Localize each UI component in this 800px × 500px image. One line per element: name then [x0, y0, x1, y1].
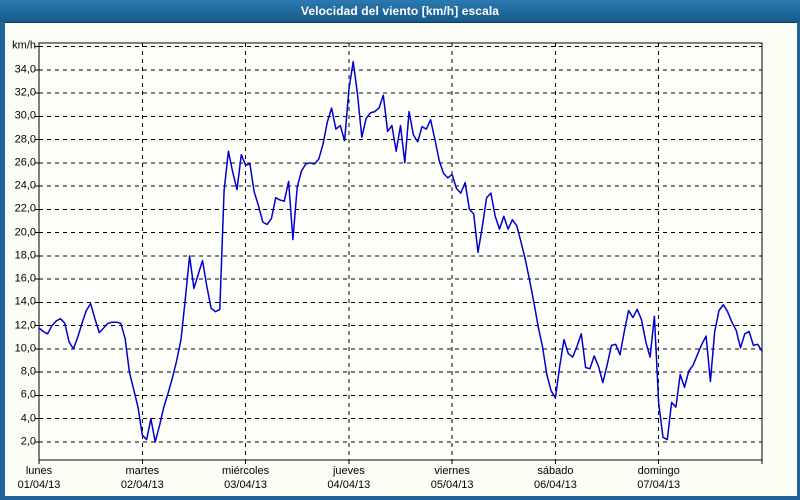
y-axis-tick-label: 14,0 — [14, 295, 36, 308]
x-axis-day-label: jueves — [332, 465, 365, 477]
x-axis-day-label: miércoles — [222, 465, 270, 477]
y-axis-tick-label: 6,0 — [20, 388, 36, 401]
y-axis-tick-label: 26,0 — [14, 156, 36, 169]
wind-speed-series-line — [38, 60, 763, 443]
y-axis-tick-label: 24,0 — [14, 179, 36, 192]
y-axis-tick-label: 2,0 — [20, 435, 36, 448]
y-axis-tick-label: 28,0 — [14, 133, 36, 146]
y-axis-tick-label: 10,0 — [14, 342, 36, 355]
x-axis-day-label: martes — [125, 465, 160, 477]
y-axis-tick-label: 34,0 — [14, 63, 36, 76]
y-axis-tick-label: 22,0 — [14, 202, 36, 215]
x-axis-day-label: domingo — [637, 465, 680, 477]
x-axis-date-label: 04/04/13 — [327, 479, 371, 491]
y-axis-tick-label: 4,0 — [20, 412, 36, 425]
y-axis-tick-label: 30,0 — [14, 109, 36, 122]
x-axis-date-label: 02/04/13 — [120, 479, 164, 491]
x-axis-date-label: 05/04/13 — [430, 479, 474, 491]
x-axis-day-label: lunes — [25, 465, 53, 477]
y-axis-tick-label: 18,0 — [14, 249, 36, 262]
frame-border-right — [797, 22, 800, 500]
x-axis-day-label: viernes — [434, 465, 470, 477]
x-axis-day-label: sábado — [537, 465, 574, 477]
x-axis-date-label: 03/04/13 — [224, 479, 267, 491]
x-axis-date-label: 07/04/13 — [637, 479, 681, 491]
y-axis-tick-label: 32,0 — [14, 86, 36, 99]
plot-area — [38, 42, 763, 461]
y-axis-tick-label: 12,0 — [14, 319, 36, 332]
y-axis-tick-label: 16,0 — [14, 272, 36, 285]
frame-border-bottom — [0, 496, 800, 500]
chart-title: Velocidad del viento [km/h] escala — [300, 4, 500, 18]
chart-title-bar: Velocidad del viento [km/h] escala — [0, 0, 800, 23]
y-axis-tick-label: 20,0 — [14, 226, 36, 239]
y-axis-unit-label: km/h — [12, 39, 36, 52]
frame-border-left — [0, 22, 5, 500]
y-axis-tick-label: 8,0 — [20, 365, 36, 378]
x-axis-date-label: 01/04/13 — [17, 479, 61, 491]
x-axis-date-label: 06/04/13 — [534, 479, 577, 491]
